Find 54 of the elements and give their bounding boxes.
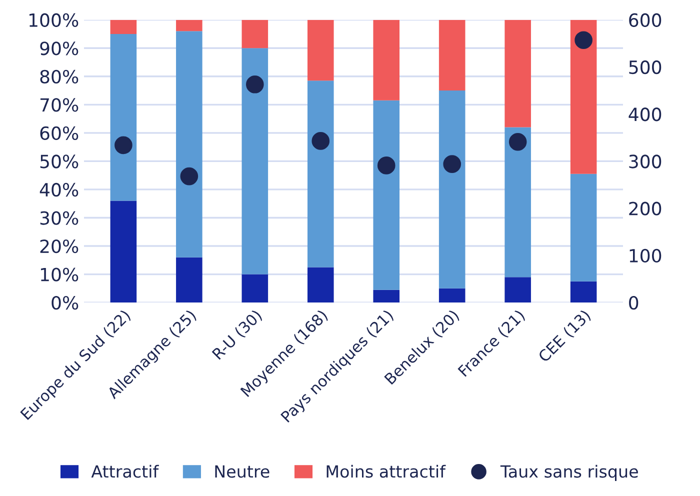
point: [114, 136, 132, 154]
bar: [504, 20, 531, 128]
y-tick-label: 90%: [40, 42, 78, 56]
bar: [373, 100, 400, 290]
bar: [307, 267, 334, 303]
bar: [176, 257, 202, 303]
y-tick-label: 50%: [40, 154, 78, 168]
y-tick-label: 40%: [40, 182, 78, 197]
y2-tick-label: 100: [630, 248, 662, 263]
y-tick-label: 60%: [40, 126, 78, 140]
bar: [176, 31, 202, 258]
bar: [242, 48, 268, 274]
bar: [110, 20, 137, 34]
bar: [504, 277, 531, 303]
bar: [438, 90, 466, 288]
bar: [438, 288, 466, 303]
y2-tick-label: 0: [629, 296, 638, 310]
point: [508, 132, 527, 151]
bar: [373, 20, 400, 100]
bar: [110, 200, 137, 303]
bar: [110, 34, 137, 201]
bar: [307, 80, 334, 268]
legend-label: Neutre: [215, 465, 270, 478]
bar: [570, 20, 597, 174]
y2-tick-label: 400: [628, 108, 662, 122]
point: [377, 156, 396, 174]
bar: [438, 20, 466, 91]
bar: [307, 20, 334, 81]
y2-tick-label: 200: [629, 202, 662, 216]
y-tick-label: 10%: [40, 268, 78, 282]
y2-tick-label: 600: [629, 13, 662, 27]
point: [180, 167, 198, 186]
y-tick-label: 20%: [40, 239, 78, 254]
y-tick-label: 70%: [40, 98, 78, 112]
point: [312, 132, 330, 150]
y-tick-label: 100%: [30, 13, 78, 27]
legend-label: Moins attractif: [326, 464, 446, 478]
bar: [373, 290, 400, 303]
bar: [570, 174, 597, 282]
point: [246, 75, 264, 94]
bar: [242, 20, 268, 48]
legend-label: Attractif: [91, 464, 159, 478]
bar: [570, 281, 597, 303]
legend-label: Taux sans risque: [500, 464, 638, 481]
point: [443, 155, 462, 173]
bar: [504, 127, 531, 278]
y2-tick-label: 300: [629, 154, 662, 168]
bar: [242, 274, 268, 303]
bar: [176, 20, 202, 32]
y-tick-label: 0%: [52, 296, 78, 310]
point: [574, 31, 592, 50]
y-tick-label: 80%: [40, 70, 78, 84]
y2-tick-label: 500: [629, 60, 662, 74]
y-tick-label: 30%: [40, 211, 78, 225]
